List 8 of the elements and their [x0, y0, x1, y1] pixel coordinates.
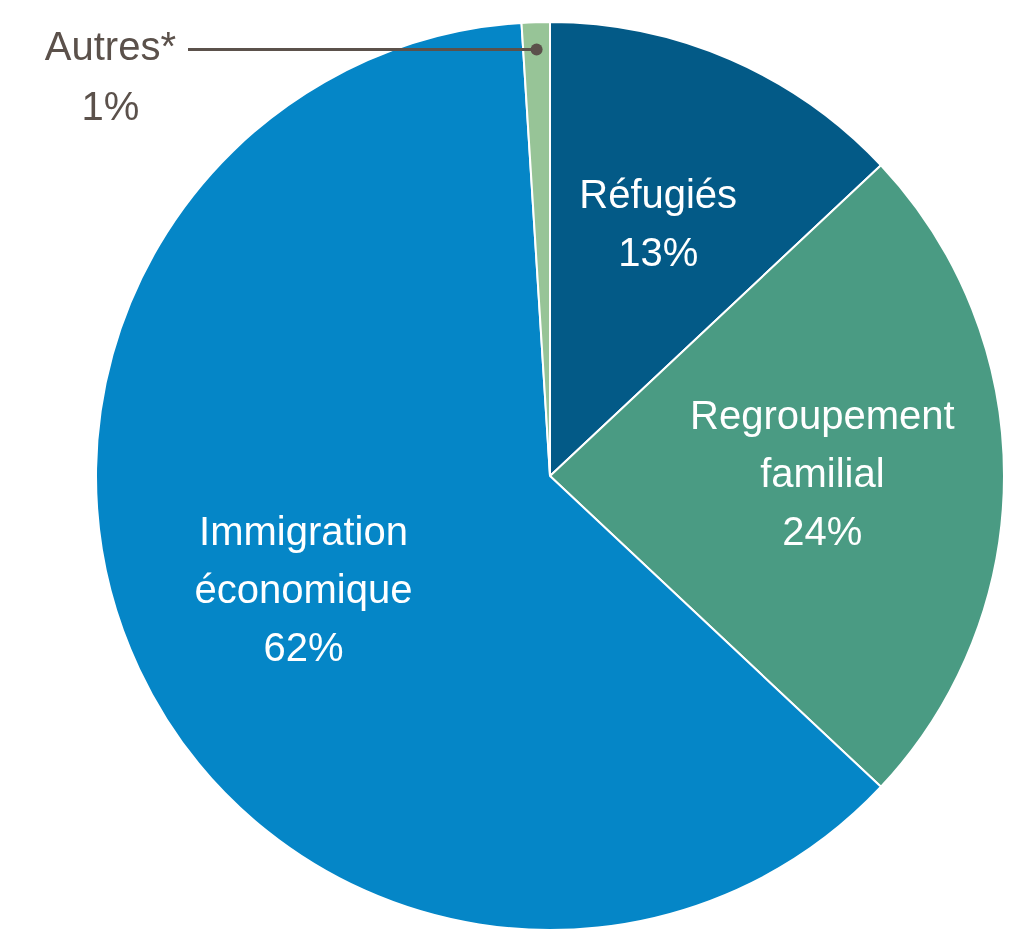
data-label: 24%: [782, 509, 863, 554]
slice-label: Autres*: [44, 24, 176, 69]
slice-label: Immigration économique: [194, 509, 413, 612]
slice-label: Regroupement familial: [690, 393, 955, 496]
data-label: 1%: [81, 84, 140, 129]
data-label: 13%: [618, 230, 699, 275]
slice-label: Réfugiés: [579, 172, 738, 217]
data-label: 62%: [263, 625, 344, 670]
